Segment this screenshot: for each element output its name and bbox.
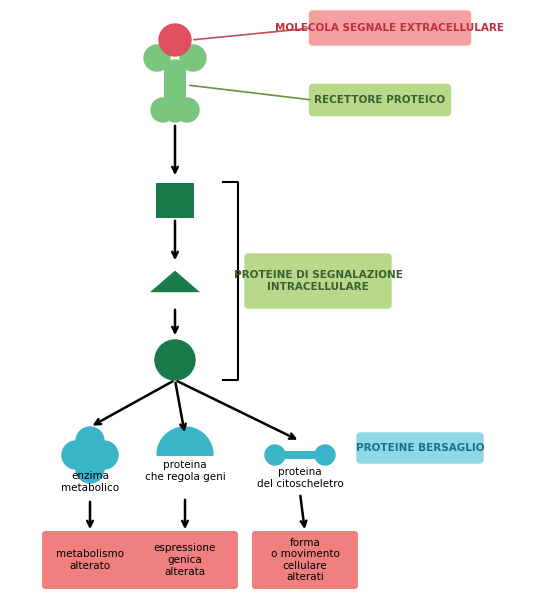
Circle shape bbox=[175, 98, 199, 122]
FancyBboxPatch shape bbox=[252, 531, 358, 589]
Circle shape bbox=[159, 24, 191, 56]
Circle shape bbox=[76, 427, 104, 455]
FancyBboxPatch shape bbox=[310, 11, 470, 45]
Text: metabolismo
alterato: metabolismo alterato bbox=[56, 549, 124, 571]
Text: forma
o movimento
cellulare
alterati: forma o movimento cellulare alterati bbox=[271, 538, 339, 583]
FancyBboxPatch shape bbox=[42, 531, 138, 589]
Text: PROTEINE DI SEGNALAZIONE
INTRACELLULARE: PROTEINE DI SEGNALAZIONE INTRACELLULARE bbox=[234, 270, 402, 292]
Circle shape bbox=[155, 340, 195, 380]
FancyBboxPatch shape bbox=[132, 531, 238, 589]
Text: MOLECOLA SEGNALE EXTRACELLULARE: MOLECOLA SEGNALE EXTRACELLULARE bbox=[276, 23, 504, 33]
Circle shape bbox=[144, 45, 170, 71]
Circle shape bbox=[80, 445, 100, 465]
Circle shape bbox=[165, 60, 185, 80]
Circle shape bbox=[315, 445, 335, 465]
Circle shape bbox=[180, 45, 206, 71]
FancyBboxPatch shape bbox=[156, 182, 194, 217]
Circle shape bbox=[165, 102, 185, 122]
Text: PROTEINE BERSAGLIO: PROTEINE BERSAGLIO bbox=[356, 443, 484, 453]
Circle shape bbox=[265, 445, 285, 465]
Circle shape bbox=[90, 441, 118, 469]
Circle shape bbox=[151, 98, 175, 122]
Text: proteina
che regola geni: proteina che regola geni bbox=[145, 460, 225, 482]
FancyBboxPatch shape bbox=[310, 85, 450, 115]
Text: espressione
genica
alterata: espressione genica alterata bbox=[154, 543, 216, 577]
Polygon shape bbox=[157, 427, 213, 455]
Text: proteina
del citoscheletro: proteina del citoscheletro bbox=[257, 467, 343, 488]
Text: RECETTORE PROTEICO: RECETTORE PROTEICO bbox=[315, 95, 445, 105]
FancyBboxPatch shape bbox=[357, 433, 483, 463]
Bar bbox=[275, 451, 325, 459]
Text: enzima
metabolico: enzima metabolico bbox=[61, 471, 119, 493]
Polygon shape bbox=[150, 271, 200, 292]
Circle shape bbox=[76, 455, 104, 483]
FancyBboxPatch shape bbox=[245, 254, 391, 308]
Circle shape bbox=[62, 441, 90, 469]
FancyBboxPatch shape bbox=[164, 67, 186, 111]
